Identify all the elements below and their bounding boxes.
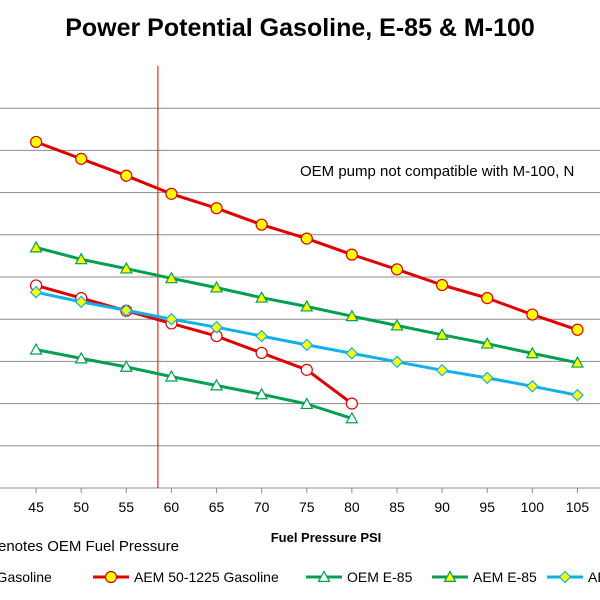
legend-swatch-marker [443,570,457,583]
legend-swatch-marker [558,570,572,584]
series-5 [29,285,584,402]
series-line [34,283,354,406]
data-point [255,387,269,400]
x-tick-label: 70 [254,499,270,515]
data-point [165,187,178,200]
series-group [29,135,584,424]
data-point [480,336,494,349]
data-point [75,152,88,165]
data-point [210,320,223,334]
data-point [345,347,359,360]
data-point [390,355,404,369]
data-point [481,292,494,305]
data-point [570,355,584,368]
legend-swatch-marker [317,570,331,583]
data-point [525,346,539,359]
data-point [571,388,584,402]
gridlines [0,107,600,447]
data-point [480,371,494,385]
data-point [119,303,133,317]
reference-note: enotes OEM Fuel Pressure [0,538,179,555]
legend-label: AEM E-85 [473,569,537,585]
data-point [119,360,133,372]
data-point [300,232,313,245]
x-tick-label: 75 [299,499,315,515]
x-tick-label: 100 [521,499,545,515]
x-tick-label: 90 [434,499,450,515]
x-tick-label: 95 [479,499,495,515]
data-point [255,329,269,343]
data-point [436,278,449,292]
x-tick-label: 105 [566,499,590,515]
legend-item-5: AE [547,569,600,585]
legend-label: OEM E-85 [347,569,413,585]
data-point [74,351,88,364]
data-point [390,318,404,331]
data-point [120,169,133,182]
data-point [210,202,223,215]
x-tick-label: 45 [28,499,44,515]
data-point [390,263,404,276]
data-point [345,411,359,424]
legend: M Gasoline AEM 50-1225 Gasoline OEM E-85 AE… [0,569,600,585]
legend-item-2: AEM 50-1225 Gasoline [93,569,279,585]
x-tick-label: 60 [164,499,180,515]
data-point [210,378,224,391]
data-point [255,218,268,231]
chart-title: Power Potential Gasoline, E-85 & M-100 [65,14,535,42]
data-point [345,248,358,261]
data-point [29,342,43,355]
legend-item-1: M Gasoline [0,569,52,585]
legend-label: AE [588,569,600,585]
data-point [164,271,178,284]
data-point [300,299,314,312]
x-tick-label: 55 [119,499,135,515]
series-3 [29,342,359,424]
legend-swatch-marker [104,570,118,584]
data-point [526,308,539,321]
data-point [255,290,269,303]
x-tick-label: 80 [344,499,360,515]
data-point [164,369,178,382]
chart-annotation: OEM pump not compatible with M-100, N [300,163,574,180]
data-point [29,285,43,299]
legend-label: M Gasoline [0,569,52,585]
x-tick-label: 85 [389,499,405,515]
data-point [345,309,359,322]
data-point [29,240,43,253]
data-point [525,379,539,393]
data-point [74,252,88,265]
series-line [34,348,354,420]
x-axis: 45 50 55 60 65 70 75 80 85 90 95 100 105 [0,487,600,515]
legend-item-3: OEM E-85 [306,569,413,585]
data-point [435,328,449,340]
data-point [29,135,43,149]
data-point [210,280,224,293]
series-4 [29,240,584,368]
data-point [300,397,314,410]
data-point [435,363,449,377]
data-point [300,338,314,352]
data-point [345,397,358,410]
x-axis-label: Fuel Pressure PSI [271,530,382,545]
data-point [571,323,584,336]
data-point [255,346,268,360]
data-point [300,363,313,376]
x-tick-label: 50 [73,499,89,515]
data-point [74,295,88,309]
legend-item-4: AEM E-85 [432,569,537,585]
data-point [119,261,133,274]
legend-label: AEM 50-1225 Gasoline [134,569,279,585]
x-tick-label: 65 [209,499,225,515]
series-2 [29,135,584,336]
data-point [165,312,178,326]
